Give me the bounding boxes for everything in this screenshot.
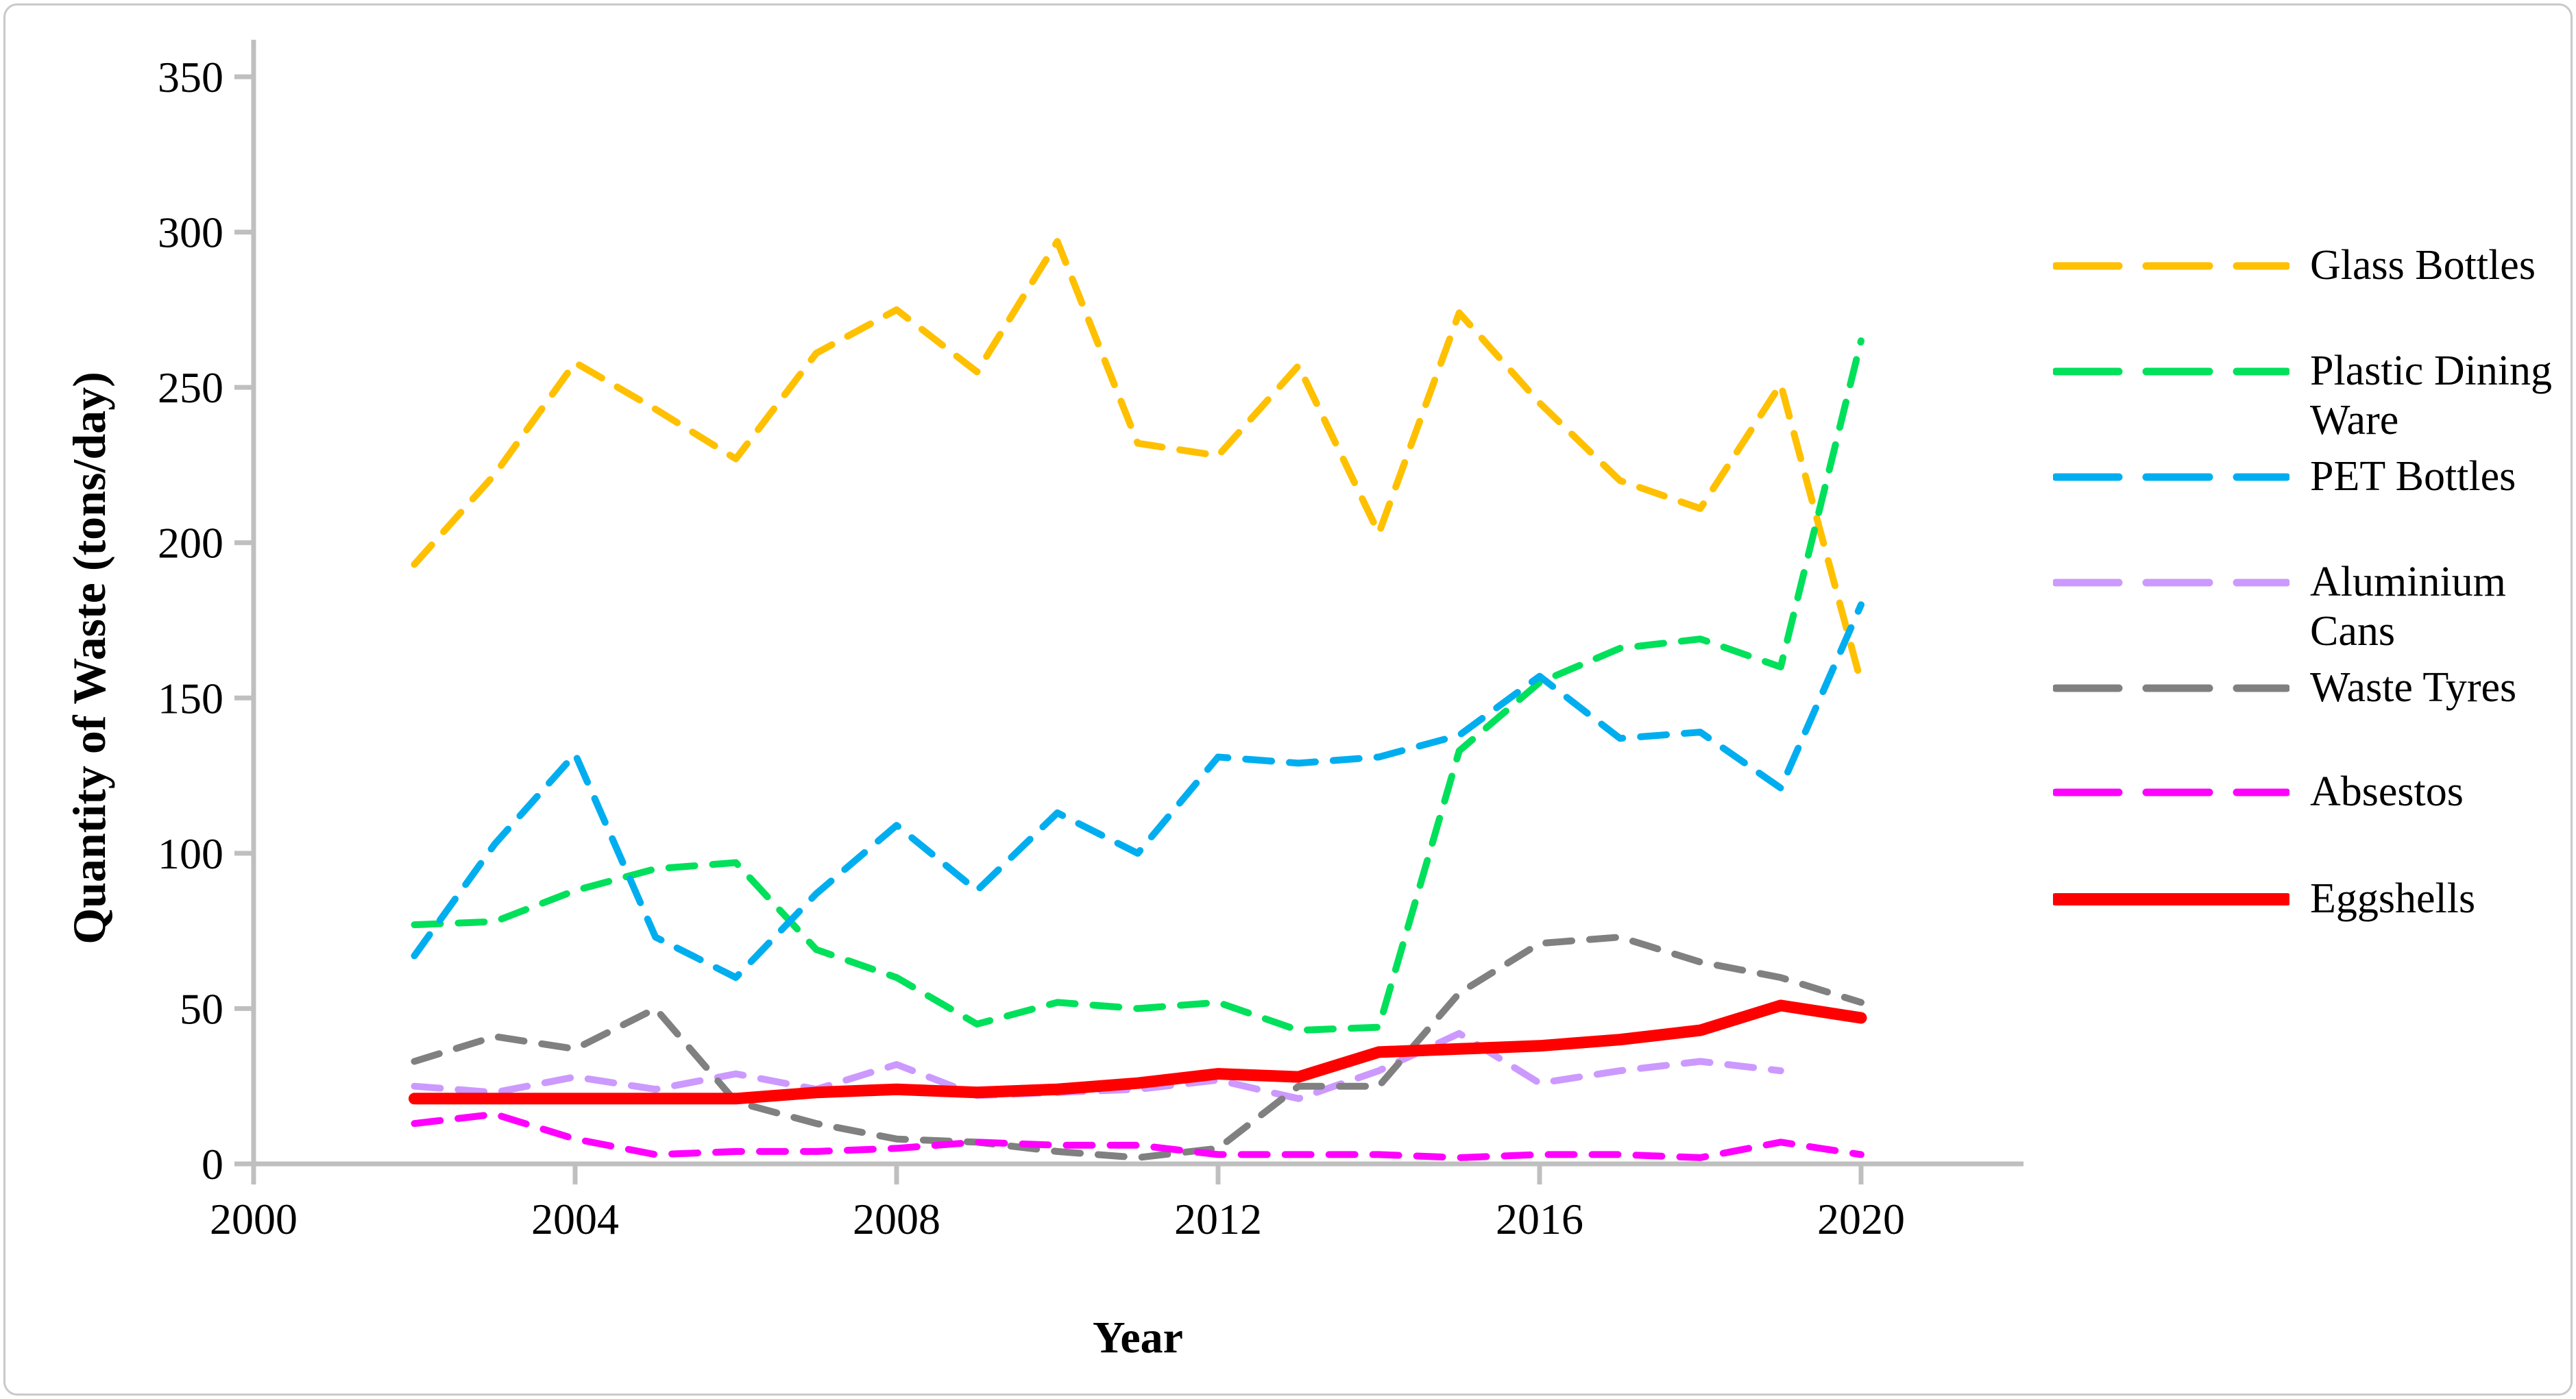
legend-swatch-aluminium-cans bbox=[2053, 579, 2289, 587]
legend-swatch-plastic-dining-ware bbox=[2053, 367, 2289, 376]
series-line-aluminium-cans bbox=[411, 1030, 1784, 1102]
y-tick-label: 300 bbox=[158, 208, 223, 257]
series-line-absestos bbox=[411, 1110, 1864, 1161]
y-tick-label: 150 bbox=[158, 674, 223, 722]
series-line-plastic-dining-ware bbox=[411, 337, 1864, 1034]
legend-label: Eggshells bbox=[2310, 875, 2476, 922]
legend-swatch-absestos bbox=[2053, 788, 2289, 796]
legend-swatch-eggshells bbox=[2053, 893, 2289, 905]
legend-label: Plastic Dining Ware bbox=[2310, 348, 2553, 443]
x-tick-label: 2000 bbox=[210, 1195, 297, 1243]
legend-item-aluminium-cans: Aluminium Cans bbox=[2053, 557, 2576, 656]
legend: Glass Bottles Plastic Dining Ware PET Bo… bbox=[2053, 0, 2574, 1399]
legend-item-waste-tyres: Waste Tyres bbox=[2053, 663, 2576, 712]
x-tick-label: 2016 bbox=[1496, 1195, 1583, 1243]
legend-swatch-pet-bottles bbox=[2053, 473, 2289, 481]
y-tick-label: 250 bbox=[158, 363, 223, 412]
series-line-glass-bottles bbox=[411, 238, 1864, 686]
series-line-pet-bottles bbox=[411, 601, 1864, 982]
series-line-waste-tyres bbox=[411, 934, 1864, 1161]
y-axis-title: Quantity of Waste (tons/day) bbox=[63, 372, 115, 945]
legend-label: PET Bottles bbox=[2310, 453, 2516, 500]
x-tick-label: 2004 bbox=[531, 1195, 619, 1243]
y-tick-label: 50 bbox=[180, 984, 223, 1033]
x-tick-label: 2012 bbox=[1174, 1195, 1262, 1243]
legend-item-plastic-dining-ware: Plastic Dining Ware bbox=[2053, 346, 2576, 445]
y-tick-label: 200 bbox=[158, 519, 223, 568]
legend-label: Glass Bottles bbox=[2310, 242, 2536, 289]
y-tick-label: 0 bbox=[202, 1140, 223, 1189]
y-tick-label: 350 bbox=[158, 53, 223, 101]
y-tick-label: 100 bbox=[158, 829, 223, 878]
legend-swatch-glass-bottles bbox=[2053, 262, 2289, 270]
legend-label: Aluminium Cans bbox=[2310, 559, 2506, 655]
x-tick-label: 2020 bbox=[1817, 1195, 1905, 1243]
legend-item-glass-bottles: Glass Bottles bbox=[2053, 241, 2576, 290]
legend-label: Absestos bbox=[2310, 768, 2464, 815]
x-tick-label: 2008 bbox=[853, 1195, 940, 1243]
series-line-eggshells bbox=[409, 999, 1867, 1105]
x-axis-title: Year bbox=[1093, 1313, 1183, 1363]
legend-swatch-waste-tyres bbox=[2053, 684, 2289, 692]
legend-item-eggshells: Eggshells bbox=[2053, 874, 2576, 923]
legend-label: Waste Tyres bbox=[2310, 664, 2517, 711]
legend-item-absestos: Absestos bbox=[2053, 767, 2576, 816]
legend-item-pet-bottles: PET Bottles bbox=[2053, 452, 2576, 501]
